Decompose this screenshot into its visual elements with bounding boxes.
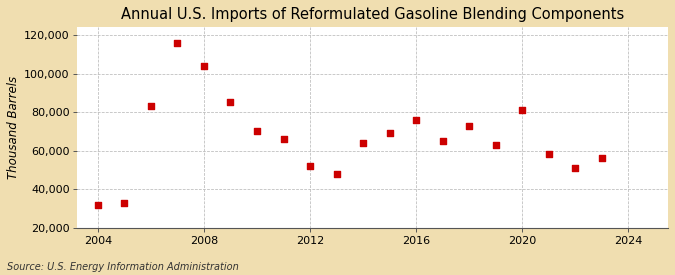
Point — [92, 202, 103, 207]
Point — [331, 172, 342, 176]
Point — [490, 143, 501, 147]
Point — [252, 129, 263, 134]
Point — [225, 100, 236, 105]
Title: Annual U.S. Imports of Reformulated Gasoline Blending Components: Annual U.S. Imports of Reformulated Gaso… — [121, 7, 624, 22]
Point — [358, 141, 369, 145]
Point — [410, 118, 421, 122]
Text: Source: U.S. Energy Information Administration: Source: U.S. Energy Information Administ… — [7, 262, 238, 272]
Point — [543, 152, 554, 157]
Point — [146, 104, 157, 109]
Point — [278, 137, 289, 141]
Point — [304, 164, 315, 168]
Point — [464, 123, 475, 128]
Y-axis label: Thousand Barrels: Thousand Barrels — [7, 76, 20, 179]
Point — [517, 108, 528, 112]
Point — [570, 166, 580, 170]
Point — [437, 139, 448, 143]
Point — [198, 64, 209, 68]
Point — [596, 156, 607, 161]
Point — [172, 40, 183, 45]
Point — [384, 131, 395, 136]
Point — [119, 200, 130, 205]
